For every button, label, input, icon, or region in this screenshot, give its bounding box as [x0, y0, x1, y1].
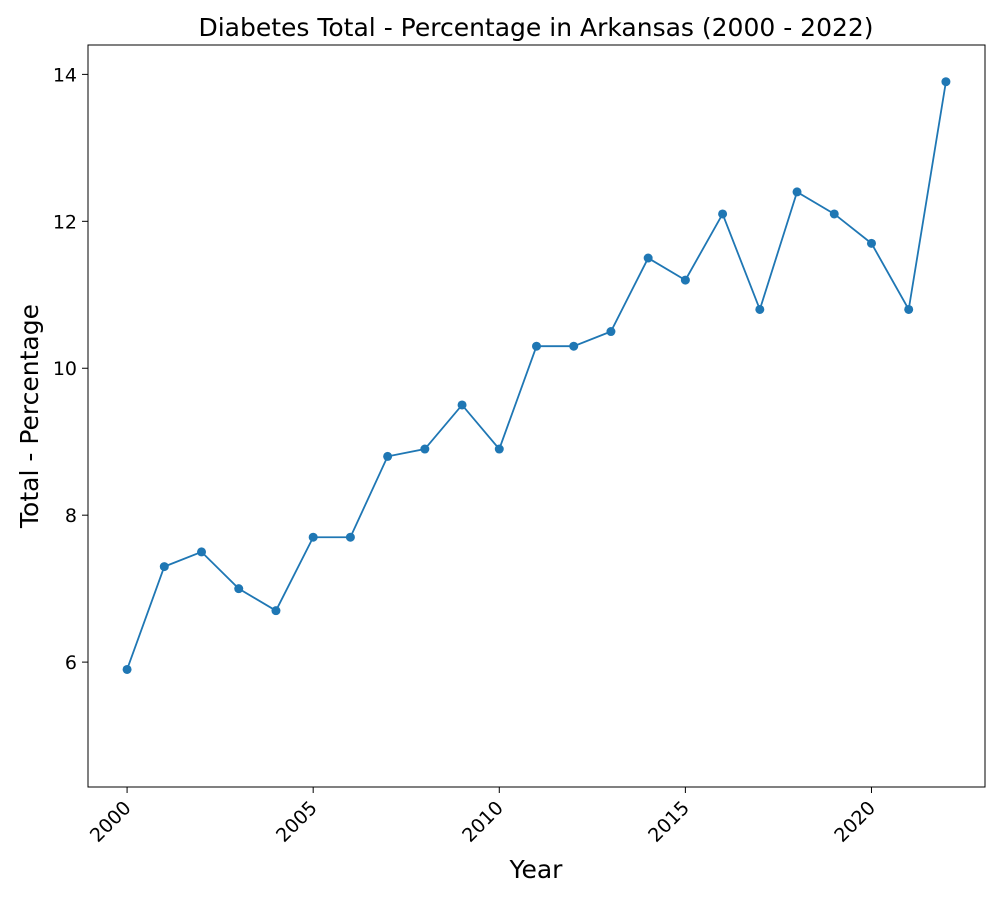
data-point — [792, 187, 802, 197]
x-tick-label: 2015 — [644, 797, 694, 847]
data-point — [532, 341, 541, 351]
data-point — [234, 584, 244, 594]
x-tick-label: 2005 — [272, 797, 322, 847]
data-point — [680, 275, 690, 285]
data-point — [122, 664, 132, 674]
data-point — [718, 209, 728, 219]
x-tick-label: 2020 — [830, 797, 880, 847]
data-point — [829, 209, 839, 219]
data-point — [866, 238, 876, 248]
x-axis-label: Year — [509, 855, 564, 884]
data-point — [569, 341, 579, 351]
y-tick-label: 6 — [65, 652, 77, 674]
data-point — [308, 532, 318, 542]
series-group — [122, 77, 951, 674]
data-point — [755, 304, 765, 314]
x-tick-label: 2010 — [458, 797, 508, 847]
y-axis-label: Total - Percentage — [15, 304, 44, 529]
y-tick-label: 10 — [53, 358, 77, 380]
data-point — [420, 444, 430, 454]
data-point — [383, 451, 393, 461]
x-tick-label: 2000 — [86, 797, 136, 847]
chart-title: Diabetes Total - Percentage in Arkansas … — [198, 13, 873, 42]
y-tick-label: 12 — [53, 211, 77, 233]
data-point — [904, 304, 914, 314]
data-point — [941, 77, 951, 87]
data-point — [643, 253, 653, 263]
y-tick-label: 14 — [53, 64, 77, 86]
data-point — [606, 327, 616, 337]
data-point — [494, 444, 504, 454]
y-tick-label: 8 — [65, 505, 77, 527]
data-point — [271, 606, 281, 616]
data-point — [159, 562, 169, 572]
data-point — [457, 400, 467, 410]
series-line — [126, 81, 947, 670]
data-point — [197, 547, 207, 557]
y-axis-ticks: 6 8 10 12 14 — [53, 64, 88, 674]
plot-area-frame — [87, 44, 986, 788]
data-point — [345, 532, 355, 542]
x-axis-ticks: 2000 2005 2010 2015 2020 — [86, 787, 880, 847]
